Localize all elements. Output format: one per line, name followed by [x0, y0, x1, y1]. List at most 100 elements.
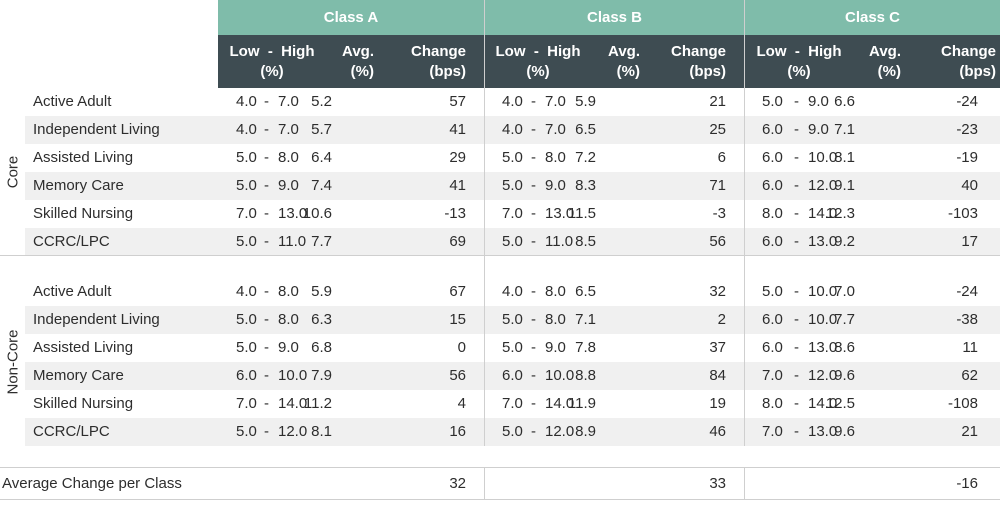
class-b-low: 5.0 [502, 423, 523, 440]
class-b-change: 21 [709, 93, 726, 110]
class-a-low: 5.0 [236, 149, 257, 166]
class-b-avg: 11.9 [567, 395, 596, 412]
range-dash: - [531, 339, 536, 356]
class-b-low: 7.0 [502, 395, 523, 412]
class-c-high: 13.0 [808, 339, 838, 356]
class-b-high: 14.0 [545, 395, 575, 412]
class-a-high: 8.0 [278, 149, 299, 166]
range-dash: - [531, 205, 536, 222]
class-b-avg: 8.5 [575, 233, 596, 250]
class-b-avg: 7.1 [575, 311, 596, 328]
class-a-low: 7.0 [236, 395, 257, 412]
class-b-avg: 8.9 [575, 423, 596, 440]
class-c-change-header: Change (bps) [918, 35, 996, 88]
row-label: Skilled Nursing [33, 205, 134, 222]
class-c-avg: 9.2 [834, 233, 855, 250]
class-c-low: 5.0 [762, 283, 783, 300]
class-c-change: 17 [961, 233, 978, 250]
class-a-low: 6.0 [236, 367, 257, 384]
class-c-avg: 8.1 [834, 149, 855, 166]
range-header-line2: (%) [787, 62, 811, 80]
class-c-avg: 9.6 [834, 367, 855, 384]
class-a-change-header: Change (bps) [400, 35, 466, 88]
class-b-high: 13.0 [545, 205, 575, 222]
class-c-avg: 9.6 [834, 423, 855, 440]
class-b-high: 9.0 [545, 339, 566, 356]
class-a-high: 14.0 [278, 395, 308, 412]
range-dash: - [794, 423, 799, 440]
range-dash: - [794, 395, 799, 412]
class-b-avg: 8.8 [575, 367, 596, 384]
change-header-line1: Change [670, 42, 726, 60]
row-shade [25, 172, 1000, 200]
row-label: CCRC/LPC [33, 233, 110, 250]
table-row: Independent Living 4.0-7.0 5.7 41 4.0-7.0 6.5… [0, 116, 1000, 144]
class-b-avg: 7.8 [575, 339, 596, 356]
class-b-avg: 5.9 [575, 93, 596, 110]
class-b-range-header: Low - High (%) [492, 35, 584, 88]
class-a-low: 5.0 [236, 339, 257, 356]
avg-header-line1: Avg. [869, 42, 901, 60]
class-b-high: 8.0 [545, 149, 566, 166]
class-a-change: 4 [457, 395, 466, 412]
column-header-row: Low - High (%) Avg. (%) Change (bps) Low… [218, 35, 1000, 88]
class-a-high: 9.0 [278, 177, 299, 194]
class-c-change: -23 [956, 121, 978, 138]
class-b-avg: 8.3 [575, 177, 596, 194]
row-shade [25, 116, 1000, 144]
class-c-change: -38 [956, 311, 978, 328]
group-divider [0, 255, 1000, 256]
class-a-avg: 7.7 [311, 233, 332, 250]
row-shade [25, 228, 1000, 256]
range-dash: - [264, 233, 269, 250]
class-a-low: 4.0 [236, 93, 257, 110]
range-dash: - [264, 121, 269, 138]
class-b-high: 8.0 [545, 283, 566, 300]
class-a-low: 5.0 [236, 311, 257, 328]
class-a-high: 9.0 [278, 339, 299, 356]
class-a-change: 57 [449, 93, 466, 110]
row-shade [25, 306, 1000, 334]
class-c-header: Class C [745, 0, 1000, 35]
range-dash: - [264, 93, 269, 110]
row-label: Memory Care [33, 177, 124, 194]
class-a-avg: 8.1 [311, 423, 332, 440]
range-dash: - [264, 367, 269, 384]
class-a-low: 4.0 [236, 121, 257, 138]
avg-header-line2: (%) [350, 62, 374, 80]
class-a-change: 69 [449, 233, 466, 250]
range-dash: - [264, 339, 269, 356]
table-row: Independent Living 5.0-8.0 6.3 15 5.0-8.0 7.1… [0, 306, 1000, 334]
row-label: Memory Care [33, 367, 124, 384]
class-c-low: 6.0 [762, 233, 783, 250]
class-a-high: 8.0 [278, 283, 299, 300]
summary-divider-b-c [744, 467, 745, 500]
class-b-change: -3 [712, 205, 726, 222]
class-a-avg-header: Avg. (%) [328, 35, 374, 88]
class-a-high: 13.0 [278, 205, 308, 222]
class-a-low: 5.0 [236, 233, 257, 250]
average-change-label: Average Change per Class [2, 475, 182, 492]
class-b-low: 4.0 [502, 121, 523, 138]
summary-divider-bottom [0, 499, 1000, 500]
avg-header-line1: Avg. [342, 42, 374, 60]
class-divider-b-c [744, 0, 745, 446]
class-a-change: 41 [449, 121, 466, 138]
change-header-line1: Change [940, 42, 996, 60]
range-dash: - [794, 121, 799, 138]
class-a-high: 7.0 [278, 93, 299, 110]
range-dash: - [794, 339, 799, 356]
row-label: Assisted Living [33, 339, 134, 356]
range-header-line1: Low - High [495, 42, 581, 60]
class-c-change: 62 [961, 367, 978, 384]
change-header-line1: Change [410, 42, 466, 60]
table-row: CCRC/LPC 5.0-11.0 7.7 69 5.0-11.0 8.5 56 6.0-13… [0, 228, 1000, 256]
class-a-high: 7.0 [278, 121, 299, 138]
class-b-change: 46 [709, 423, 726, 440]
class-a-avg: 10.6 [302, 205, 332, 222]
class-b-change: 25 [709, 121, 726, 138]
row-label: Independent Living [33, 311, 160, 328]
table-row: Memory Care 5.0-9.0 7.4 41 5.0-9.0 8.3 71 6.0-1… [0, 172, 1000, 200]
row-shade [25, 362, 1000, 390]
